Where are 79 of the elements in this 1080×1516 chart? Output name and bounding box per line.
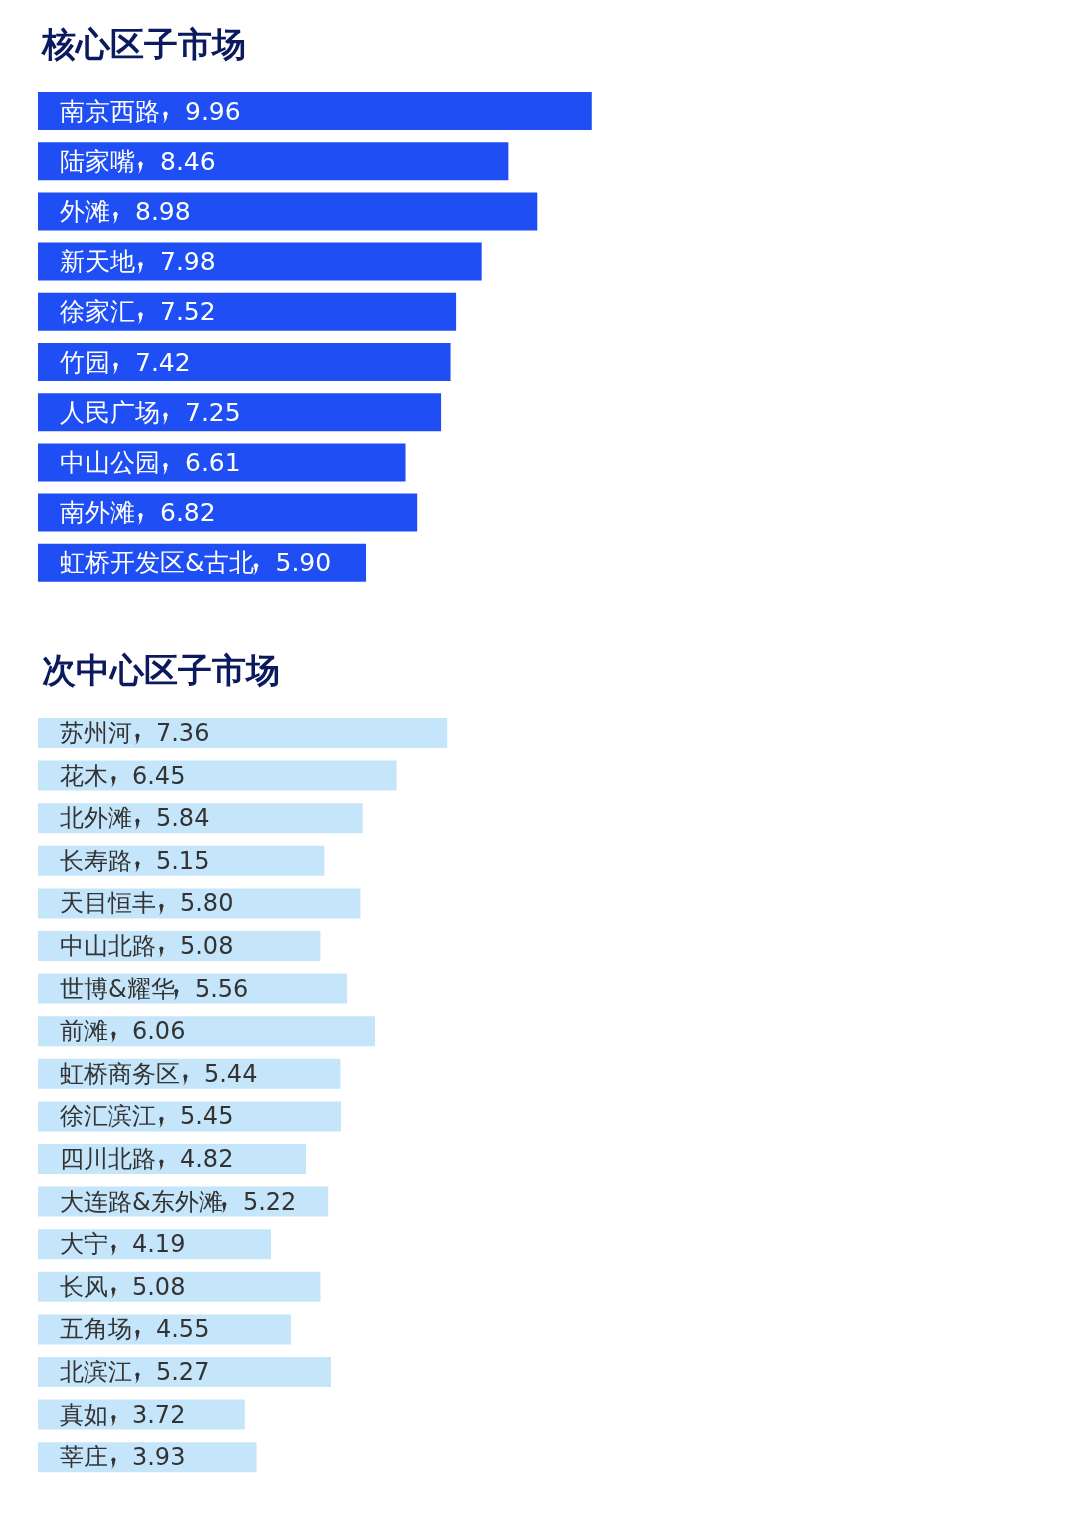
bar: [38, 242, 482, 281]
bar: [38, 292, 457, 331]
data-label: 9.96: [185, 96, 241, 126]
bar: [38, 1442, 257, 1473]
data-label: 4.55: [156, 1315, 210, 1344]
y-tick-label: 竹园: [60, 347, 110, 377]
bar: [38, 1101, 342, 1132]
y-tick-label: 长寿路: [60, 846, 132, 875]
data-label: 8.98: [135, 196, 191, 226]
y-tick-label: 徐家汇: [60, 297, 135, 327]
data-label: 7.52: [160, 297, 216, 327]
data-label: 5.08: [180, 932, 234, 960]
y-tick-label: 南京西路: [60, 96, 160, 126]
data-label: 4.82: [180, 1145, 234, 1173]
bar: [38, 1399, 245, 1430]
y-tick-label: 中山公园: [60, 447, 160, 477]
y-tick-label: 五角场: [60, 1315, 132, 1344]
bar: [38, 1016, 375, 1047]
y-tick-label: 虹桥开发区&古北: [60, 548, 255, 578]
bar: [38, 92, 592, 130]
data-label: 5.45: [180, 1102, 234, 1131]
data-label: 5.56: [194, 974, 249, 1003]
y-tick-label: 北外滩: [60, 804, 132, 833]
bar: [38, 803, 363, 834]
y-tick-label: 中山北路: [60, 932, 156, 960]
bar: [38, 393, 442, 432]
y-tick-label: 北滨江: [60, 1358, 132, 1386]
data-label: 6.06: [132, 1017, 186, 1046]
y-tick-label: 陆家嘴: [60, 146, 135, 176]
data-label: 5.90: [275, 548, 332, 578]
bar: [38, 718, 448, 748]
data-label: 5.22: [242, 1187, 297, 1216]
y-tick-label: 世博&耀华: [60, 974, 175, 1003]
y-tick-label: 大宁: [60, 1230, 108, 1259]
chart-title: 次中心区子市场: [42, 649, 281, 692]
data-label: 5.15: [156, 846, 210, 875]
data-label: 4.19: [132, 1230, 186, 1259]
bar: [38, 760, 397, 791]
data-label: 5.44: [204, 1059, 258, 1088]
y-tick-label: 大连路&东外滩: [60, 1187, 223, 1216]
y-tick-label: 真如: [60, 1400, 108, 1429]
y-tick-label: 天目恒丰: [60, 889, 156, 918]
data-label: 6.45: [132, 761, 186, 790]
data-label: 8.46: [160, 146, 216, 176]
bar: [38, 1357, 332, 1387]
bar: [38, 845, 325, 876]
data-label: 6.82: [160, 498, 216, 528]
data-label: 5.27: [156, 1358, 210, 1386]
y-tick-label: 新天地: [60, 247, 135, 277]
y-tick-label: 外滩: [60, 196, 110, 226]
bar: [38, 888, 361, 919]
chart-title: 核心区子市场: [42, 23, 247, 66]
data-label: 3.72: [132, 1400, 186, 1429]
y-tick-label: 苏州河: [60, 719, 132, 747]
y-tick-label: 花木: [60, 761, 108, 790]
y-tick-label: 莘庄: [60, 1443, 108, 1472]
y-tick-label: 前滩: [60, 1017, 108, 1046]
y-tick-label: 四川北路: [60, 1145, 156, 1173]
bar: [38, 192, 538, 231]
bar: [38, 1229, 271, 1260]
bar: [38, 343, 451, 381]
y-tick-label: 长风: [60, 1272, 108, 1301]
bar: [38, 1271, 321, 1302]
data-label: 7.36: [156, 719, 210, 747]
data-label: 7.42: [135, 347, 191, 377]
data-label: 5.08: [132, 1272, 186, 1301]
data-label: 7.98: [160, 247, 216, 277]
data-label: 6.61: [185, 447, 241, 477]
data-label: 3.93: [132, 1443, 186, 1472]
bar: [38, 493, 418, 532]
y-tick-label: 徐汇滨江: [60, 1102, 156, 1131]
y-tick-label: 南外滩: [60, 498, 135, 528]
y-tick-label: 人民广场: [60, 397, 160, 427]
data-label: 7.25: [185, 397, 241, 427]
bar: [38, 142, 509, 181]
y-tick-label: 虹桥商务区: [60, 1059, 180, 1088]
data-label: 5.84: [156, 804, 210, 833]
bar: [38, 443, 406, 482]
data-label: 5.80: [180, 889, 234, 918]
